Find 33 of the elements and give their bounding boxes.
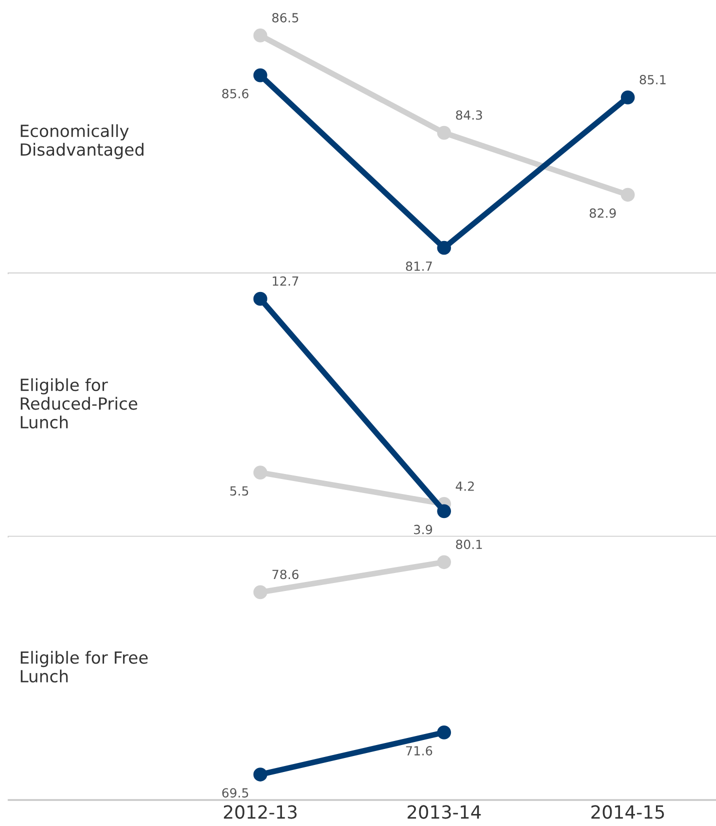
data-label: 12.7: [272, 276, 298, 286]
data-label: 4.2: [456, 481, 474, 491]
y-axis-title: Economically Disadvantaged: [20, 124, 144, 160]
data-label: 69.5: [222, 788, 248, 798]
point: [253, 466, 268, 480]
point: [437, 504, 452, 518]
data-label: 5.5: [230, 486, 248, 496]
data-label: 3.9: [414, 524, 432, 534]
data-label: 71.6: [406, 746, 432, 756]
data-label: 80.1: [456, 540, 482, 550]
data-label: 78.6: [272, 570, 298, 580]
point: [437, 126, 452, 140]
point: [437, 240, 452, 255]
data-label: 85.6: [222, 88, 248, 98]
data-label: 86.5: [272, 12, 298, 22]
point: [253, 768, 268, 782]
point: [437, 726, 452, 740]
x-tick-label: 2013-14: [408, 805, 481, 819]
y-axis-title: Eligible for Reduced-Price Lunch: [20, 378, 138, 428]
data-label: 82.9: [590, 208, 616, 218]
data-label: 85.1: [640, 74, 666, 84]
point: [253, 68, 268, 82]
point: [253, 585, 268, 600]
point: [253, 28, 268, 42]
point: [620, 188, 635, 202]
data-label: 84.3: [456, 110, 482, 120]
x-tick-label: 2012-13: [224, 805, 297, 819]
point: [620, 90, 635, 104]
point: [253, 292, 268, 306]
x-tick-label: 2014-15: [591, 805, 664, 819]
point: [437, 555, 452, 570]
data-label: 81.7: [406, 261, 432, 271]
y-axis-title: Eligible for Free Lunch: [20, 650, 148, 682]
